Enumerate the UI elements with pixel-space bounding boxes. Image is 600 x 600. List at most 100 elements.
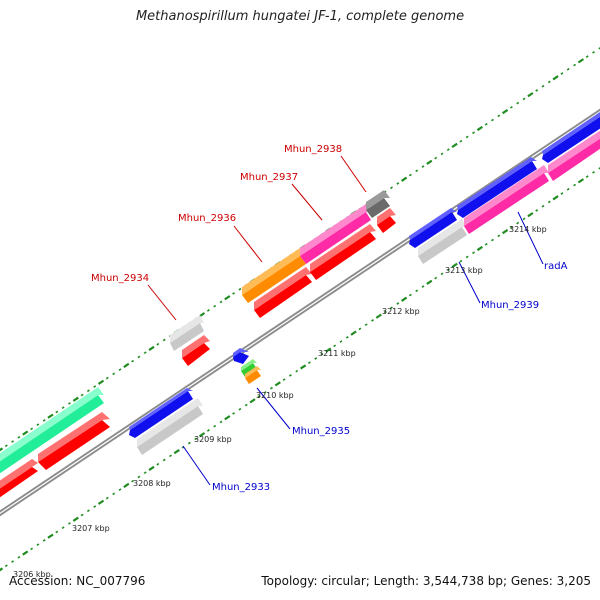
minor-tick bbox=[541, 84, 545, 88]
minor-tick bbox=[187, 441, 191, 445]
minor-tick bbox=[213, 424, 217, 428]
gene-feature[interactable] bbox=[300, 204, 371, 264]
minor-tick bbox=[497, 234, 501, 238]
inner-tick-track bbox=[0, 167, 600, 572]
gene-feature[interactable] bbox=[310, 224, 376, 280]
gene-label-mhun-2938[interactable]: Mhun_2938 bbox=[284, 144, 342, 155]
gene-label-mhun-2935[interactable]: Mhun_2935 bbox=[292, 426, 350, 437]
gene-labels: Mhun_2934 Mhun_2936 Mhun_2937 Mhun_2938 … bbox=[91, 144, 568, 493]
major-tick bbox=[451, 142, 458, 149]
gene-feature[interactable] bbox=[242, 248, 306, 303]
gene-feature[interactable] bbox=[137, 398, 203, 455]
minor-tick bbox=[42, 419, 46, 422]
major-tick bbox=[400, 176, 408, 182]
minor-tick bbox=[270, 386, 273, 390]
minor-tick bbox=[93, 385, 97, 388]
gene-label-mhun-2937[interactable]: Mhun_2937 bbox=[240, 172, 298, 183]
gene-feature[interactable] bbox=[366, 190, 390, 218]
gene-feature[interactable] bbox=[129, 388, 193, 438]
minor-tick bbox=[516, 101, 520, 105]
minor-tick bbox=[522, 97, 526, 101]
kbp-label: 3206 kbp bbox=[13, 570, 51, 579]
minor-tick bbox=[465, 255, 469, 259]
major-tick bbox=[400, 296, 408, 302]
major-tick bbox=[97, 499, 105, 505]
major-tick bbox=[224, 415, 231, 421]
gene-feature[interactable] bbox=[245, 366, 261, 384]
minor-tick bbox=[238, 407, 242, 411]
minor-tick bbox=[566, 67, 570, 71]
minor-tick bbox=[282, 378, 286, 381]
gene-feature[interactable] bbox=[170, 315, 204, 351]
minor-tick bbox=[105, 376, 109, 380]
minor-tick bbox=[143, 351, 147, 355]
major-tick bbox=[22, 430, 29, 436]
major-tick bbox=[552, 75, 559, 81]
minor-tick bbox=[358, 327, 362, 331]
genome-summary-text: Topology: circular; Length: 3,544,738 bp… bbox=[261, 574, 591, 588]
minor-tick bbox=[484, 242, 488, 246]
gene-feature[interactable] bbox=[182, 335, 210, 366]
gene-feature[interactable] bbox=[38, 412, 110, 470]
major-tick bbox=[426, 159, 433, 165]
gene-feature[interactable] bbox=[409, 208, 457, 248]
minor-tick bbox=[446, 148, 450, 151]
minor-tick bbox=[55, 410, 59, 414]
gene-feature[interactable] bbox=[542, 106, 600, 163]
minor-tick bbox=[80, 513, 84, 517]
gene-feature[interactable] bbox=[233, 348, 249, 364]
gene-feature[interactable] bbox=[377, 208, 396, 233]
minor-tick bbox=[522, 217, 526, 221]
minor-tick bbox=[118, 488, 122, 491]
gene-label-mhun-2936[interactable]: Mhun_2936 bbox=[178, 213, 236, 224]
major-tick bbox=[198, 432, 206, 438]
gene-feature[interactable] bbox=[418, 219, 467, 264]
gene-label-mhun-2934[interactable]: Mhun_2934 bbox=[91, 273, 149, 284]
major-tick bbox=[501, 228, 509, 235]
gene-feature[interactable] bbox=[0, 387, 104, 476]
gene-label-mhun-2939[interactable]: Mhun_2939 bbox=[481, 300, 539, 311]
minor-tick bbox=[137, 475, 141, 479]
minor-tick bbox=[573, 63, 577, 67]
major-tick bbox=[552, 195, 559, 201]
minor-tick bbox=[333, 344, 337, 348]
minor-tick bbox=[459, 139, 463, 143]
minor-tick bbox=[434, 156, 438, 160]
kbp-label: 3213 kbp bbox=[445, 266, 483, 275]
minor-tick bbox=[105, 496, 109, 500]
minor-tick bbox=[307, 361, 311, 365]
minor-tick bbox=[390, 186, 393, 190]
minor-tick bbox=[541, 204, 545, 208]
minor-tick bbox=[535, 209, 539, 212]
minor-tick bbox=[459, 259, 463, 263]
minor-tick bbox=[17, 435, 21, 439]
minor-tick bbox=[219, 420, 223, 424]
minor-tick bbox=[509, 106, 513, 109]
minor-tick bbox=[238, 287, 242, 291]
minor-tick bbox=[472, 251, 475, 255]
gene-feature[interactable] bbox=[457, 157, 537, 218]
minor-tick bbox=[560, 192, 564, 195]
minor-tick bbox=[206, 429, 210, 432]
minor-tick bbox=[68, 402, 71, 405]
minor-tick bbox=[320, 352, 324, 356]
minor-tick bbox=[491, 238, 494, 242]
minor-tick bbox=[592, 171, 595, 174]
minor-tick bbox=[592, 51, 595, 54]
gene-feature[interactable] bbox=[548, 124, 600, 181]
gene-feature[interactable] bbox=[0, 459, 38, 500]
kbp-label: 3211 kbp bbox=[318, 349, 356, 358]
gene-label-mhun-2933[interactable]: Mhun_2933 bbox=[212, 482, 270, 493]
minor-tick bbox=[137, 355, 141, 359]
minor-tick bbox=[509, 226, 513, 229]
minor-tick bbox=[383, 310, 387, 314]
major-tick bbox=[173, 448, 180, 455]
gene-label-rada[interactable]: radA bbox=[544, 261, 568, 272]
gene-feature[interactable] bbox=[241, 359, 257, 377]
gene-feature[interactable] bbox=[464, 165, 549, 234]
minor-tick bbox=[585, 55, 589, 58]
minor-tick bbox=[162, 458, 166, 462]
kbp-labels: 3206 kbp 3207 kbp 3208 kbp 3209 kbp 3210… bbox=[13, 225, 547, 579]
minor-tick bbox=[156, 462, 160, 466]
gene-feature[interactable] bbox=[254, 267, 312, 318]
